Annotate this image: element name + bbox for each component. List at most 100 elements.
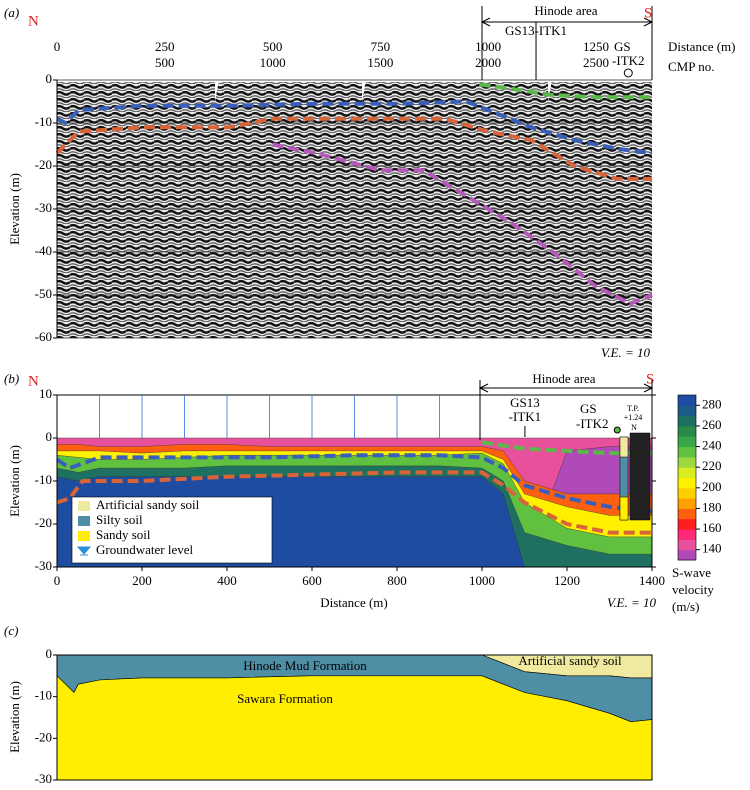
colorbar-tick-label: 160 xyxy=(702,520,722,535)
x-tick-label: 500 xyxy=(263,39,283,54)
x-tick-label: 400 xyxy=(217,573,237,588)
legend-label: Artificial sandy soil xyxy=(96,497,200,512)
north-label: N xyxy=(28,13,39,29)
y-tick-label: -30 xyxy=(35,771,52,786)
colorbar-cell xyxy=(678,446,696,458)
y-tick-label: -30 xyxy=(35,558,52,573)
y-tick-label: 0 xyxy=(46,429,53,444)
horizon-line xyxy=(481,440,652,456)
borehole xyxy=(613,426,621,434)
x2-tick-label: 1500 xyxy=(367,55,393,70)
colorbar-tick-label: 140 xyxy=(702,541,722,556)
x2-tick-label: 2000 xyxy=(475,55,501,70)
legend-box xyxy=(71,496,273,564)
x-tick-label: 600 xyxy=(302,573,322,588)
y-tick-label: -50 xyxy=(35,286,52,301)
y-tick-label: 0 xyxy=(46,646,53,661)
x2-axis-label: CMP no. xyxy=(668,59,714,74)
x2-tick-label: 1000 xyxy=(260,55,286,70)
legend-swatch xyxy=(78,516,90,526)
y-tick-label: -60 xyxy=(35,329,52,344)
horizon-line xyxy=(479,82,652,100)
colorbar-cell xyxy=(678,539,696,551)
log-column xyxy=(629,432,651,521)
colorbar-cell xyxy=(678,425,696,437)
colorbar-cell xyxy=(678,456,696,468)
x-tick-label: 250 xyxy=(155,39,175,54)
x-tick-label: 1200 xyxy=(554,573,580,588)
y-tick-label: -20 xyxy=(35,157,52,172)
borehole-label: -ITK2 xyxy=(576,416,609,431)
log-column xyxy=(619,496,629,521)
area-bracket xyxy=(478,380,654,440)
area-label: Hinode area xyxy=(532,371,595,386)
colorbar-tick-label: 180 xyxy=(702,499,722,514)
area-label: Hinode area xyxy=(534,3,597,18)
panel-label: (b) xyxy=(4,371,19,386)
log-column xyxy=(619,436,629,458)
colorbar-frame xyxy=(677,394,697,561)
colorbar-cell xyxy=(678,518,696,530)
legend-label: Sandy soil xyxy=(96,527,151,542)
x-tick-label: 0 xyxy=(54,39,61,54)
x-tick-label: 200 xyxy=(132,573,152,588)
borehole-label: GS xyxy=(580,401,597,416)
colorbar-cell xyxy=(678,395,696,406)
colorbar-cell xyxy=(678,549,696,561)
x2-tick-label: 500 xyxy=(155,55,175,70)
colorbar-cell xyxy=(678,415,696,427)
borehole-label: GS13 xyxy=(510,395,540,410)
x-tick-label: 0 xyxy=(54,573,61,588)
colorbar-cell xyxy=(678,529,696,540)
y-tick-label: -20 xyxy=(35,515,52,530)
trace-gap xyxy=(362,80,366,102)
layer-label: Hinode Mud Formation xyxy=(243,658,367,673)
south-label: S xyxy=(644,5,652,21)
south-label: S xyxy=(646,371,654,387)
horizon-line xyxy=(272,142,653,306)
x-tick-label: 1400 xyxy=(639,573,665,588)
trace-gap xyxy=(215,80,219,102)
y-axis-label: Elevation (m) xyxy=(7,445,22,517)
x-axis-label: Distance (m) xyxy=(320,595,388,610)
borehole xyxy=(623,68,633,78)
y-tick-label: -30 xyxy=(35,200,52,215)
borehole-label: GS xyxy=(614,39,631,54)
colorbar-label: S-wave xyxy=(672,565,711,580)
layer-label: Sawara Formation xyxy=(237,691,333,706)
colorbar-cell xyxy=(678,477,696,489)
datum-label: T.P. xyxy=(627,404,639,413)
colorbar-tick-label: 220 xyxy=(702,458,722,473)
legend-swatch xyxy=(78,531,90,541)
legend-swatch xyxy=(78,501,90,511)
y-tick-label: 10 xyxy=(39,386,52,401)
colorbar-label: velocity xyxy=(672,582,714,597)
area-bracket xyxy=(480,6,654,80)
y-tick-label: -40 xyxy=(35,243,52,258)
colorbar-cell xyxy=(678,498,696,509)
borehole-label: -ITK2 xyxy=(612,53,645,68)
datum-label: +1.24 xyxy=(624,413,643,422)
colorbar-tick-label: 200 xyxy=(702,479,722,494)
colorbar-cell xyxy=(678,436,696,448)
colorbar-cell xyxy=(678,508,696,520)
y-tick-label: -10 xyxy=(35,114,52,129)
horizon-line xyxy=(55,116,652,181)
horizon-line xyxy=(57,453,652,514)
datum-north: N xyxy=(631,423,637,432)
colorbar-cell xyxy=(678,405,696,417)
colorbar-tick-label: 260 xyxy=(702,417,722,432)
colorbar-label: (m/s) xyxy=(672,599,699,614)
panel-label: (a) xyxy=(4,5,19,20)
legend-symbol xyxy=(76,546,92,556)
horizon-line xyxy=(56,99,653,156)
x2-tick-label: 2500 xyxy=(583,55,609,70)
legend-label: Groundwater level xyxy=(96,542,193,557)
x-tick-label: 750 xyxy=(371,39,391,54)
colorbar-tick-label: 240 xyxy=(702,438,722,453)
x-tick-label: 1250 xyxy=(583,39,609,54)
borehole-label: -ITK1 xyxy=(509,409,542,424)
legend-label: Silty soil xyxy=(96,512,143,527)
note: V.E. = 10 xyxy=(607,595,656,610)
